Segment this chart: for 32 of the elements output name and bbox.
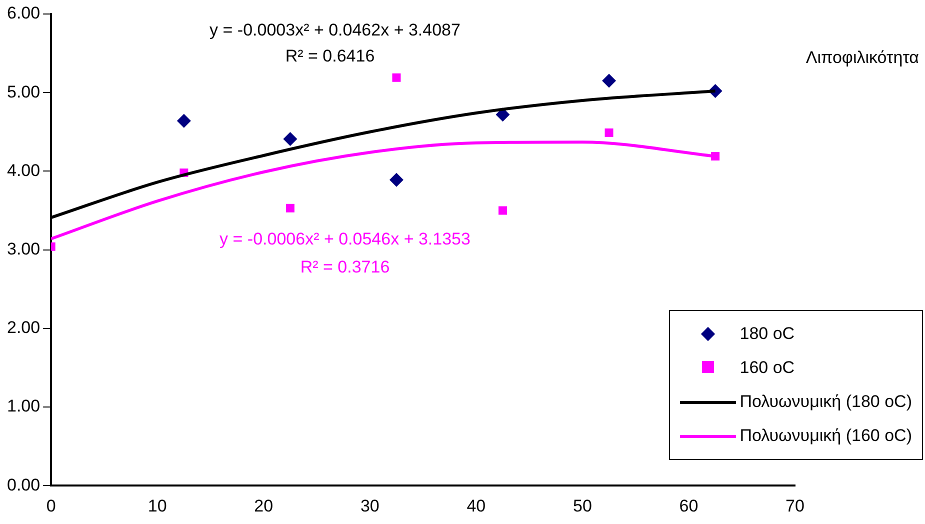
x-tick-label: 50 bbox=[572, 496, 592, 516]
point bbox=[392, 73, 401, 82]
legend-label: 160 oC bbox=[740, 358, 795, 378]
y-tick-label: 2.00 bbox=[6, 318, 40, 338]
y-tick-label: 4.00 bbox=[6, 160, 40, 180]
x-tick-label: 20 bbox=[254, 496, 274, 516]
x-tick-label: 0 bbox=[46, 496, 56, 516]
legend-label: Πολυωνυμική (180 oC) bbox=[740, 392, 912, 412]
y-tick-label: 5.00 bbox=[6, 82, 40, 102]
text: Λιποφιλικότητα bbox=[806, 48, 919, 68]
annotation: y = -0.0003x² + 0.0462x + 3.4087 bbox=[210, 20, 460, 40]
y-tick-label: 1.00 bbox=[6, 396, 40, 416]
point bbox=[176, 114, 191, 128]
point bbox=[602, 74, 616, 88]
point bbox=[604, 128, 614, 137]
annotation: R² = 0.6416 bbox=[285, 46, 375, 66]
x-tick-label: 60 bbox=[679, 496, 698, 516]
x-tick-label: 30 bbox=[360, 496, 380, 516]
point bbox=[283, 132, 298, 146]
legend-label: 180 oC bbox=[740, 324, 795, 344]
legend-label: Πολυωνυμική (160 oC) bbox=[740, 426, 912, 446]
point bbox=[286, 204, 294, 212]
annotation: R² = 0.3716 bbox=[300, 258, 390, 277]
y-tick-label: 6.00 bbox=[6, 4, 40, 23]
point bbox=[498, 206, 507, 215]
point bbox=[389, 172, 404, 187]
annotation: y = -0.0006x² + 0.0546x + 3.1353 bbox=[220, 230, 470, 249]
x-tick-label: 40 bbox=[466, 496, 486, 516]
y-tick-label: 0.00 bbox=[6, 475, 40, 494]
y-tick-label: 3.00 bbox=[6, 239, 40, 258]
x-tick-label: 70 bbox=[786, 496, 804, 516]
x-tick-label: 10 bbox=[148, 496, 167, 516]
